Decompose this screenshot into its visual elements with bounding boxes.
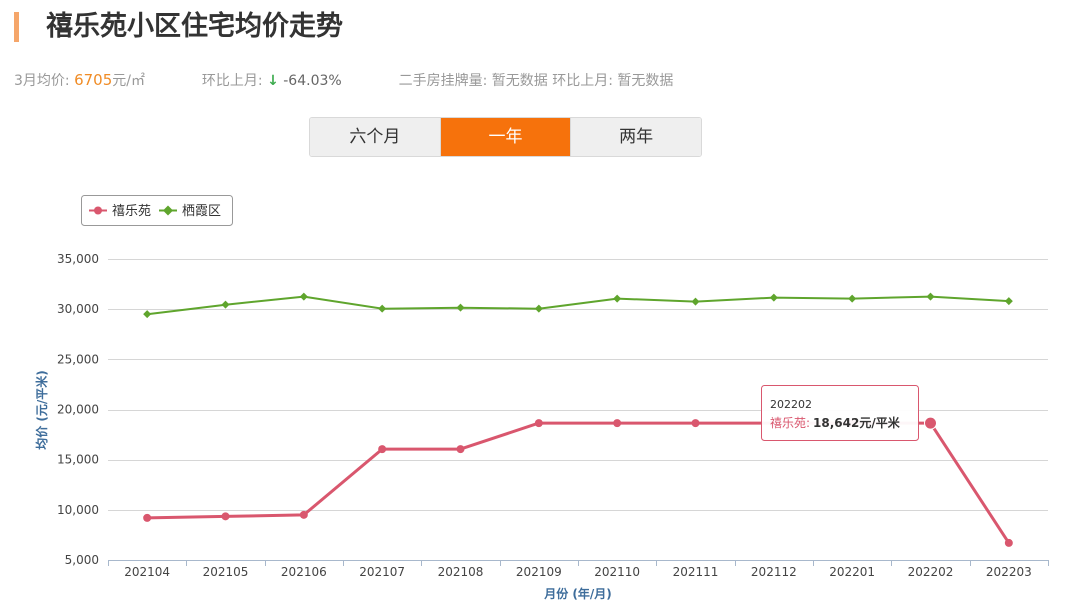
title-accent-bar — [14, 12, 19, 42]
y-tick-label: 10,000 — [57, 503, 99, 517]
series-1-point[interactable] — [378, 445, 387, 454]
tooltip-period: 202202 — [770, 398, 812, 411]
page-title: 禧乐苑小区住宅均价走势 — [46, 11, 343, 42]
series-2-point[interactable] — [848, 294, 857, 303]
x-tick-label: 202112 — [751, 565, 797, 579]
series-2-point[interactable] — [456, 303, 465, 312]
x-tick-label: 202105 — [203, 565, 249, 579]
series-line-1 — [147, 421, 1011, 544]
y-axis-ticks: 5,000 10,000 15,000 20,000 25,000 30,000 35,00… — [57, 252, 99, 567]
x-tick-label: 202106 — [281, 565, 327, 579]
series-2-point[interactable] — [613, 294, 622, 303]
series-1-point[interactable] — [221, 512, 230, 521]
x-tick-label: 202203 — [986, 565, 1032, 579]
chart-legend[interactable]: 禧乐苑 栖霞区 — [81, 195, 233, 226]
series-2-point[interactable] — [691, 297, 700, 306]
x-tick-label: 202107 — [359, 565, 405, 579]
y-tick-label: 5,000 — [65, 553, 99, 567]
legend-label-series-2[interactable]: 栖霞区 — [182, 204, 221, 219]
series-1-point[interactable] — [456, 445, 465, 454]
legend-label-series-1[interactable]: 禧乐苑 — [112, 204, 151, 219]
series-line-2 — [147, 295, 1009, 316]
series-2-point[interactable] — [534, 304, 543, 313]
y-tick-label: 25,000 — [57, 352, 99, 366]
listing-value: 暂无数据 — [491, 73, 548, 89]
series-2-point[interactable] — [299, 292, 308, 301]
tooltip-series-label: 禧乐苑: — [770, 416, 810, 430]
x-tick-label: 202108 — [438, 565, 484, 579]
listing-label: 二手房挂牌量: — [398, 73, 488, 89]
price-stats: 3月均价: 6705元/㎡ 环比上月: ↓ -64.03% 二手房挂牌量: 暂无… — [14, 69, 673, 92]
series-1-point[interactable] — [691, 419, 700, 428]
x-tick-label: 202109 — [516, 565, 562, 579]
series-1-point[interactable] — [534, 419, 543, 428]
y-tick-label: 35,000 — [57, 252, 99, 266]
series-1-point[interactable] — [299, 510, 308, 519]
series-2-point[interactable] — [221, 300, 230, 309]
series-1-point[interactable] — [1004, 538, 1013, 547]
price-label: 3月均价: — [14, 73, 70, 89]
x-tick-label: 202110 — [594, 565, 640, 579]
x-axis-title: 月份 (年/月) — [543, 586, 612, 601]
tab-two-years[interactable]: 两年 — [571, 118, 701, 156]
series-2-point[interactable] — [769, 293, 778, 302]
x-tick-label: 202111 — [673, 565, 719, 579]
arrow-down-icon: ↓ — [267, 73, 279, 89]
legend-diamond-icon — [163, 205, 173, 216]
x-axis: 202104 202105 202106 202107 202108 202109 2021… — [108, 560, 1049, 579]
tooltip-row: 禧乐苑: 18,642元/平米 — [770, 415, 901, 430]
period-tabs: 六个月 一年 两年 — [309, 117, 702, 157]
mom-value: -64.03% — [283, 73, 342, 89]
series-1-point[interactable] — [613, 419, 622, 428]
series-2-point[interactable] — [143, 310, 152, 319]
legend-circle-icon — [94, 206, 102, 215]
tab-six-months[interactable]: 六个月 — [310, 118, 441, 156]
series-1-point[interactable] — [924, 416, 937, 430]
listing-mom-value: 暂无数据 — [617, 73, 674, 89]
series-2-point[interactable] — [378, 304, 387, 313]
series-2-point[interactable] — [926, 292, 935, 301]
chart-tooltip: 202202 禧乐苑: 18,642元/平米 — [761, 385, 919, 441]
mom-label: 环比上月: — [201, 73, 263, 89]
x-tick-label: 202104 — [124, 565, 170, 579]
x-tick-label: 202201 — [829, 565, 875, 579]
tooltip-value: 18,642元/平米 — [813, 415, 901, 430]
y-tick-label: 15,000 — [57, 453, 99, 467]
series-1-point[interactable] — [143, 513, 152, 522]
y-axis-title: 均价 (元/平米) — [34, 370, 49, 450]
series-2-point[interactable] — [1004, 297, 1013, 306]
price-value: 6705 — [74, 71, 113, 89]
listing-mom-label: 环比上月: — [552, 73, 613, 89]
tab-one-year[interactable]: 一年 — [440, 118, 572, 156]
x-tick-label: 202202 — [908, 565, 954, 579]
price-unit: 元/㎡ — [112, 73, 145, 89]
y-tick-label: 20,000 — [57, 403, 99, 417]
y-tick-label: 30,000 — [57, 302, 99, 316]
